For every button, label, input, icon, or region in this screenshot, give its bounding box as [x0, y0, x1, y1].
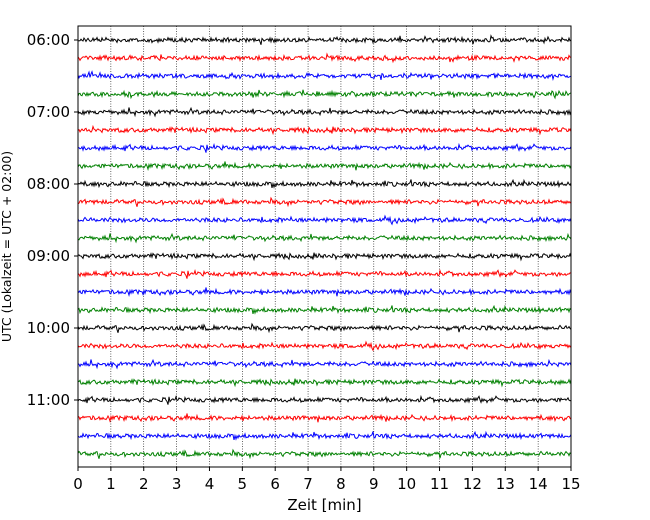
seismic-trace [77, 106, 572, 118]
x-axis-label: Zeit [min] [287, 496, 361, 514]
y-tick-label: 06:00 [27, 31, 70, 49]
x-tick-label: 6 [270, 475, 280, 493]
seismic-trace [77, 52, 572, 64]
x-tick-label: 14 [529, 475, 548, 493]
x-tick-label: 8 [336, 475, 346, 493]
x-tick-label: 11 [430, 475, 449, 493]
grid-lines [110, 26, 539, 467]
x-tick-label: 7 [303, 475, 313, 493]
plot-frame [77, 25, 572, 468]
seismic-trace [77, 322, 572, 334]
seismic-trace [77, 394, 572, 405]
seismic-trace [77, 304, 572, 315]
seismic-trace [77, 232, 572, 244]
seismic-trace [77, 214, 572, 226]
x-tick-label: 4 [205, 475, 215, 493]
x-tick-label: 2 [139, 475, 149, 493]
seismic-trace [77, 34, 572, 45]
seismic-trace [77, 340, 572, 352]
x-tick-label: 12 [463, 475, 482, 493]
x-tick-label: 3 [172, 475, 182, 493]
seismic-trace [77, 70, 572, 82]
y-tick-label: 10:00 [27, 319, 70, 337]
x-tick-label: 9 [369, 475, 379, 493]
seismic-trace [77, 142, 572, 153]
y-tick-label: 09:00 [27, 247, 70, 265]
x-tick-label: 15 [561, 475, 580, 493]
y-tick-label: 11:00 [27, 391, 70, 409]
seismic-trace [77, 358, 572, 370]
seismic-trace [77, 178, 572, 189]
x-axis: 0 1 2 3 4 5 6 7 8 9 10 11 12 13 14 15 [73, 467, 581, 493]
seismic-trace [77, 268, 572, 279]
seismic-trace [77, 161, 572, 171]
x-tick-label: 10 [397, 475, 416, 493]
seismic-trace [77, 124, 572, 136]
seismic-trace [77, 378, 572, 388]
x-tick-label: 1 [106, 475, 116, 493]
seismic-trace [77, 252, 572, 262]
traces [77, 34, 572, 460]
seismic-trace [77, 196, 572, 208]
seismic-trace [77, 413, 572, 423]
seismic-trace [77, 448, 572, 460]
y-tick-label: 08:00 [27, 175, 70, 193]
x-tick-label: 13 [496, 475, 515, 493]
seismic-trace [77, 287, 572, 297]
x-tick-label: 0 [73, 475, 83, 493]
y-axis: 06:00 07:00 08:00 09:00 10:00 11:00 [27, 31, 78, 409]
seismic-trace [77, 89, 572, 100]
y-tick-label: 07:00 [27, 103, 70, 121]
x-tick-label: 5 [238, 475, 248, 493]
seismic-trace [77, 430, 572, 441]
y-axis-label: UTC (Lokalzeit = UTC + 02:00) [0, 151, 14, 342]
